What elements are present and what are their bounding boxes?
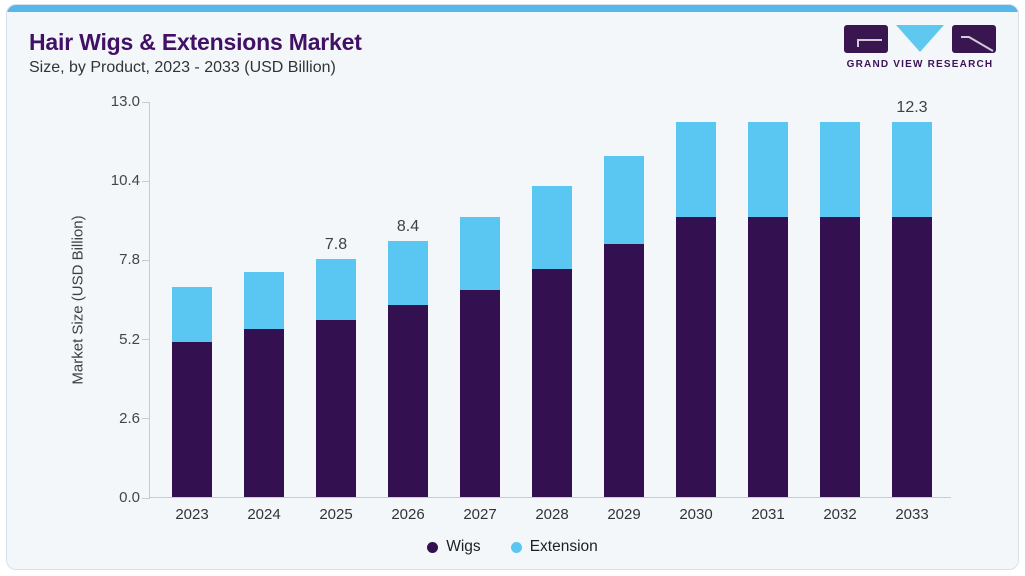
- bar-segment-wigs: [604, 244, 644, 497]
- bar-2030: [676, 122, 716, 497]
- bar-2029: [604, 155, 644, 497]
- y-tick-mark: [142, 339, 150, 341]
- logo-r-icon: [952, 25, 996, 53]
- bar-segment-extension: [460, 216, 500, 290]
- chart-plot-area: Market Size (USD Billion) 0.0 2.6 5.2 7.8 10…: [70, 93, 951, 523]
- legend-item-wigs: Wigs: [427, 538, 481, 556]
- x-tick-label: 2033: [895, 506, 929, 523]
- bar-segment-wigs: [460, 289, 500, 497]
- y-tick-mark: [142, 418, 150, 420]
- bar-segment-extension: [676, 122, 716, 217]
- page-subtitle: Size, by Product, 2023 - 2033 (USD Billi…: [29, 59, 336, 76]
- y-tick-label: 13.0: [110, 93, 140, 110]
- bar-segment-wigs: [820, 216, 860, 497]
- y-tick-mark: [142, 180, 150, 182]
- x-tick-label: 2023: [175, 506, 209, 523]
- x-tick-label: 2024: [247, 506, 281, 523]
- bar-2026: [388, 241, 428, 497]
- page-title: Hair Wigs & Extensions Market: [29, 29, 362, 55]
- x-tick-label: 2028: [535, 506, 569, 523]
- legend-label: Extension: [529, 538, 598, 555]
- y-tick-label: 7.8: [119, 251, 140, 269]
- logo-g-icon: [844, 25, 888, 53]
- y-axis-title: Market Size (USD Billion): [69, 214, 87, 385]
- bar-segment-wigs: [676, 216, 716, 497]
- chart-legend: Wigs Extension: [7, 538, 1018, 556]
- y-tick-label: 5.2: [119, 330, 140, 348]
- bar-2032: [820, 122, 860, 497]
- bar-segment-extension: [172, 286, 212, 342]
- bar-segment-extension: [388, 241, 428, 306]
- bar-segment-extension: [532, 186, 572, 269]
- x-tick-label: 2027: [463, 506, 497, 523]
- legend-item-extension: Extension: [510, 538, 598, 556]
- data-label-2033: 12.3: [896, 99, 928, 117]
- gvr-logo: GRAND VIEW RESEARCH: [844, 25, 996, 70]
- bar-segment-wigs: [244, 329, 284, 497]
- bar-segment-extension: [820, 122, 860, 217]
- bar-2027: [460, 216, 500, 497]
- top-accent-bar: [7, 5, 1018, 12]
- y-tick-label: 2.6: [119, 409, 140, 427]
- x-tick-label: 2026: [391, 506, 425, 523]
- gvr-logo-marks: [844, 25, 996, 53]
- bar-segment-extension: [748, 122, 788, 217]
- y-tick-mark: [142, 101, 150, 103]
- x-tick-label: 2029: [607, 506, 641, 523]
- bar-segment-wigs: [748, 216, 788, 497]
- bar-segment-extension: [604, 155, 644, 245]
- x-tick-label: 2025: [319, 506, 353, 523]
- logo-text: GRAND VIEW RESEARCH: [846, 59, 994, 70]
- y-tick-label: 10.4: [110, 172, 140, 190]
- bar-2031: [748, 122, 788, 497]
- logo-v-icon: [896, 25, 944, 52]
- y-tick-mark: [142, 259, 150, 261]
- bar-segment-extension: [244, 271, 284, 330]
- y-tick-mark: [142, 497, 150, 499]
- chart-card: Hair Wigs & Extensions Market Size, by P…: [6, 4, 1019, 570]
- data-label-2025: 7.8: [324, 236, 348, 254]
- x-tick-label: 2032: [823, 506, 857, 523]
- bar-2033: [892, 122, 932, 497]
- bar-segment-wigs: [892, 216, 932, 497]
- bar-segment-extension: [316, 259, 356, 321]
- data-label-2026: 8.4: [396, 218, 420, 236]
- legend-dot-icon: [427, 541, 439, 553]
- bar-segment-wigs: [532, 268, 572, 497]
- bar-segment-extension: [892, 122, 932, 217]
- bar-2024: [244, 271, 284, 497]
- bar-2023: [172, 286, 212, 497]
- x-tick-label: 2031: [751, 506, 785, 523]
- legend-label: Wigs: [446, 538, 481, 555]
- bar-segment-wigs: [388, 305, 428, 497]
- bar-segment-wigs: [172, 341, 212, 497]
- x-tick-label: 2030: [679, 506, 713, 523]
- bar-2028: [532, 186, 572, 497]
- bar-segment-wigs: [316, 320, 356, 497]
- legend-dot-icon: [510, 541, 522, 553]
- y-tick-label: 0.0: [119, 489, 140, 506]
- bar-2025: [316, 259, 356, 497]
